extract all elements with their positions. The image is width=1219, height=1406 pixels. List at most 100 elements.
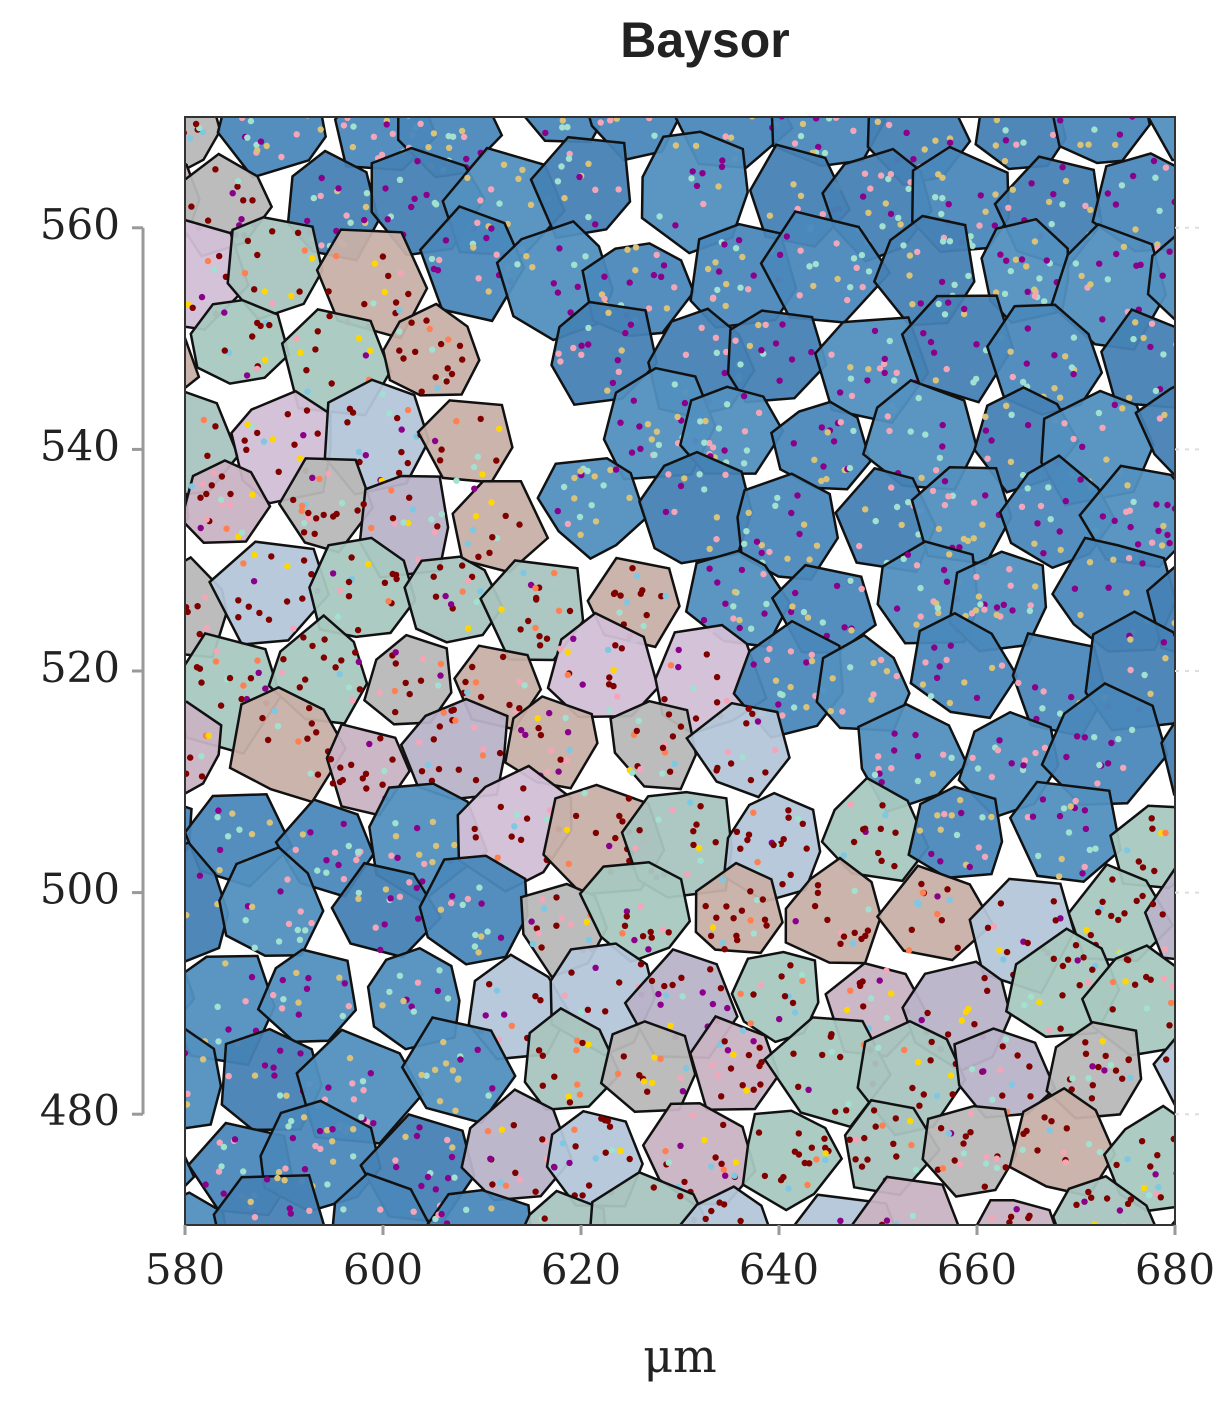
transcript-dot — [1091, 126, 1097, 132]
transcript-dot — [62, 738, 68, 744]
transcript-dot — [1032, 583, 1038, 589]
transcript-dot — [607, 117, 613, 123]
transcript-dot — [1151, 158, 1157, 164]
transcript-dot — [129, 161, 135, 167]
transcript-dot — [557, 757, 563, 763]
transcript-dot — [609, 37, 615, 43]
transcript-dot — [240, 560, 246, 566]
transcript-dot — [1081, 49, 1087, 55]
transcript-dot — [465, 625, 471, 631]
transcript-dot — [354, 507, 360, 513]
transcript-dot — [242, 998, 248, 1004]
transcript-dot — [453, 1230, 459, 1236]
transcript-dot — [673, 142, 679, 148]
transcript-dot — [416, 1124, 422, 1130]
transcript-dot — [304, 736, 310, 742]
transcript-dot — [249, 197, 255, 203]
transcript-dot — [686, 1240, 692, 1246]
transcript-dot — [1200, 732, 1206, 738]
transcript-dot — [1147, 691, 1153, 697]
transcript-dot — [1113, 251, 1119, 257]
cell — [176, 0, 291, 111]
transcript-dot — [384, 121, 390, 127]
transcript-dot — [389, 756, 395, 762]
transcript-dot — [212, 166, 218, 172]
transcript-dot — [878, 657, 884, 663]
transcript-dot — [1069, 1075, 1075, 1081]
transcript-dot — [1108, 913, 1114, 919]
transcript-dot — [1028, 180, 1034, 186]
transcript-dot — [831, 438, 837, 444]
transcript-dot — [1009, 1081, 1015, 1087]
transcript-dot — [832, 1109, 838, 1115]
transcript-dot — [1195, 60, 1201, 66]
transcript-dot — [105, 339, 111, 345]
transcript-dot — [1211, 1215, 1217, 1221]
transcript-dot — [605, 647, 611, 653]
transcript-dot — [278, 39, 284, 45]
transcript-dot — [458, 98, 464, 104]
transcript-dot — [1073, 798, 1079, 804]
transcript-dot — [946, 897, 952, 903]
transcript-dot — [434, 385, 440, 391]
transcript-dot — [171, 815, 177, 821]
transcript-dot — [410, 506, 416, 512]
transcript-dot — [84, 936, 90, 942]
transcript-dot — [163, 473, 169, 479]
transcript-dot — [1113, 1162, 1119, 1168]
transcript-dot — [511, 823, 517, 829]
transcript-dot — [114, 24, 120, 30]
transcript-dot — [420, 656, 426, 662]
transcript-dot — [934, 675, 940, 681]
transcript-dot — [116, 1161, 122, 1167]
transcript-dot — [938, 827, 944, 833]
transcript-dot — [445, 995, 451, 1001]
transcript-dot — [443, 1060, 449, 1066]
transcript-dot — [1215, 1065, 1219, 1071]
x-tick-label: 640 — [739, 1245, 819, 1294]
transcript-dot — [559, 124, 565, 130]
transcript-dot — [414, 885, 420, 891]
transcript-dot — [1008, 459, 1014, 465]
transcript-dot — [460, 588, 466, 594]
transcript-dot — [393, 299, 399, 305]
transcript-dot — [564, 103, 570, 109]
transcript-dot — [922, 659, 928, 665]
transcript-dot — [178, 421, 184, 427]
transcript-dot — [873, 518, 879, 524]
transcript-dot — [790, 181, 796, 187]
transcript-dot — [638, 961, 644, 967]
transcript-dot — [1071, 334, 1077, 340]
transcript-dot — [850, 428, 856, 434]
transcript-dot — [888, 171, 894, 177]
transcript-dot — [1063, 754, 1069, 760]
transcript-dot — [843, 101, 849, 107]
transcript-dot — [288, 293, 294, 299]
transcript-dot — [343, 212, 349, 218]
transcript-dot — [501, 47, 507, 53]
transcript-dot — [721, 946, 727, 952]
transcript-dot — [838, 419, 844, 425]
transcript-dot — [1002, 291, 1008, 297]
transcript-dot — [1089, 1095, 1095, 1101]
transcript-dot — [609, 1147, 615, 1153]
transcript-dot — [346, 684, 352, 690]
transcript-dot — [918, 300, 924, 306]
transcript-dot — [1115, 736, 1121, 742]
transcript-dot — [835, 93, 841, 99]
transcript-dot — [989, 774, 995, 780]
transcript-dot — [1077, 982, 1083, 988]
transcript-dot — [239, 1247, 245, 1253]
transcript-dot — [851, 255, 857, 261]
transcript-dot — [166, 923, 172, 929]
transcript-dot — [347, 220, 353, 226]
transcript-dot — [723, 98, 729, 104]
transcript-dot — [1013, 257, 1019, 263]
transcript-dot — [218, 702, 224, 708]
transcript-dot — [412, 349, 418, 355]
transcript-dot — [645, 421, 651, 427]
transcript-dot — [146, 347, 152, 353]
transcript-dot — [338, 657, 344, 663]
transcript-dot — [988, 814, 994, 820]
transcript-dot — [785, 815, 791, 821]
